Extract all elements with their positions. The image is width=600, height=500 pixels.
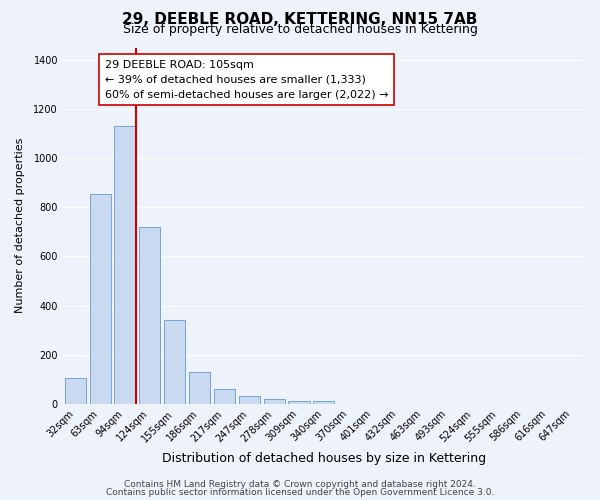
Text: 29, DEEBLE ROAD, KETTERING, NN15 7AB: 29, DEEBLE ROAD, KETTERING, NN15 7AB bbox=[122, 12, 478, 26]
Text: 29 DEEBLE ROAD: 105sqm
← 39% of detached houses are smaller (1,333)
60% of semi-: 29 DEEBLE ROAD: 105sqm ← 39% of detached… bbox=[104, 60, 388, 100]
Y-axis label: Number of detached properties: Number of detached properties bbox=[15, 138, 25, 314]
X-axis label: Distribution of detached houses by size in Kettering: Distribution of detached houses by size … bbox=[162, 452, 486, 465]
Text: Contains public sector information licensed under the Open Government Licence 3.: Contains public sector information licen… bbox=[106, 488, 494, 497]
Bar bbox=[189, 372, 210, 404]
Bar bbox=[289, 401, 310, 404]
Text: Contains HM Land Registry data © Crown copyright and database right 2024.: Contains HM Land Registry data © Crown c… bbox=[124, 480, 476, 489]
Bar bbox=[239, 396, 260, 404]
Bar bbox=[164, 320, 185, 404]
Bar bbox=[214, 389, 235, 404]
Text: Size of property relative to detached houses in Kettering: Size of property relative to detached ho… bbox=[122, 24, 478, 36]
Bar bbox=[139, 227, 160, 404]
Bar bbox=[115, 126, 136, 404]
Bar bbox=[313, 402, 334, 404]
Bar bbox=[89, 194, 110, 404]
Bar bbox=[65, 378, 86, 404]
Bar bbox=[263, 399, 285, 404]
